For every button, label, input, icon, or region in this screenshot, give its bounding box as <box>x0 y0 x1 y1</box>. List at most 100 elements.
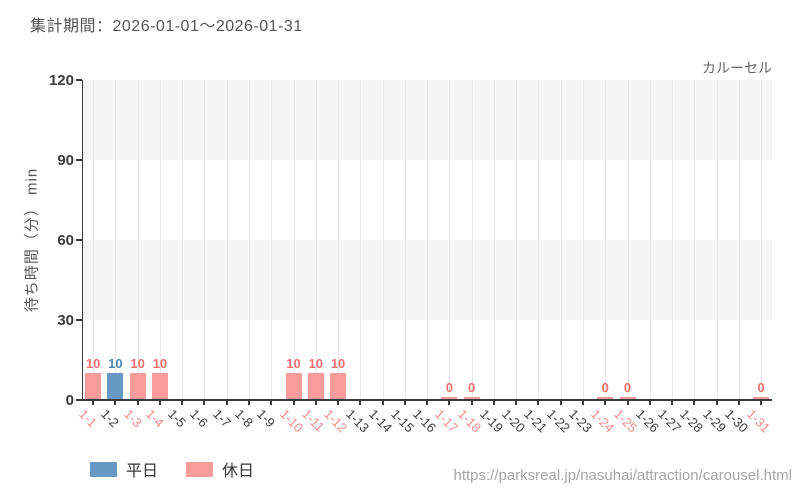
vertical-gridline <box>605 80 607 400</box>
x-tick-label: 1-26 <box>632 406 662 436</box>
holiday-bar-1-17 <box>441 397 458 400</box>
x-tick-label: 1-8 <box>232 406 256 431</box>
x-tick-label: 1-1 <box>76 406 101 431</box>
vertical-gridline <box>427 80 429 400</box>
bar-value-label: 10 <box>286 356 301 371</box>
vertical-gridline <box>137 80 139 400</box>
x-tick-mark <box>270 400 273 405</box>
day-column: 1-19 <box>477 80 506 435</box>
x-tick-mark <box>247 400 250 405</box>
day-column: 0 1-17 <box>432 80 461 435</box>
day-column: 1-7 <box>210 80 238 430</box>
holiday-bar-1-25 <box>619 397 636 400</box>
bar-value-label: 10 <box>108 356 123 371</box>
y-tick-mark <box>76 319 82 321</box>
x-tick-mark <box>92 400 95 405</box>
bar-value-label: 0 <box>757 380 765 395</box>
x-tick-label: 1-10 <box>276 406 306 436</box>
x-tick-label: 1-21 <box>521 406 551 436</box>
x-tick-mark <box>136 400 139 405</box>
x-tick-label: 1-31 <box>744 406 774 436</box>
vertical-gridline <box>93 80 95 400</box>
y-tick-label: 30 <box>57 312 74 329</box>
holiday-bar-1-18 <box>463 397 480 400</box>
x-tick-mark <box>537 400 540 405</box>
day-column: 10 1-12 <box>321 80 350 435</box>
vertical-gridline <box>471 80 473 400</box>
x-tick-label: 1-20 <box>499 406 529 436</box>
x-tick-label: 1-17 <box>432 406 462 436</box>
day-column: 10 1-3 <box>121 80 149 430</box>
legend-label-weekday: 平日 <box>126 463 159 480</box>
vertical-gridline <box>649 80 651 400</box>
x-tick-label: 1-11 <box>298 406 328 435</box>
x-tick-mark <box>381 400 384 405</box>
weekday-color-swatch <box>90 461 117 477</box>
x-tick-label: 1-27 <box>655 406 685 436</box>
x-tick-label: 1-4 <box>143 406 167 431</box>
bar-value-label: 10 <box>152 356 168 371</box>
plot-band-30-60 <box>82 240 772 320</box>
x-tick-mark <box>337 400 340 405</box>
x-tick-label: 1-23 <box>566 406 596 436</box>
holiday-bar-1-4 <box>151 373 168 400</box>
y-tick-mark <box>76 399 82 401</box>
vertical-gridline <box>582 80 584 400</box>
y-axis-spine <box>82 80 83 400</box>
x-tick-label: 1-25 <box>610 406 640 436</box>
x-tick-mark <box>292 400 295 405</box>
day-column: 1-23 <box>566 80 595 435</box>
bar-value-label: 0 <box>623 380 632 395</box>
vertical-gridline <box>538 80 540 400</box>
vertical-gridline <box>271 80 273 400</box>
vertical-gridline <box>248 80 250 400</box>
x-tick-mark <box>181 400 184 405</box>
y-tick-mark <box>76 239 82 241</box>
x-tick-mark <box>492 400 495 405</box>
x-tick-mark <box>426 400 429 405</box>
day-column: 1-14 <box>366 80 395 435</box>
x-tick-mark <box>403 400 406 405</box>
x-tick-mark <box>760 400 763 405</box>
x-tick-mark <box>693 400 696 405</box>
day-column: 1-13 <box>343 80 372 435</box>
x-tick-mark <box>559 400 562 405</box>
y-tick-label: 90 <box>57 152 74 169</box>
x-tick-label: 1-6 <box>187 406 212 431</box>
vertical-gridline <box>761 80 763 400</box>
vertical-gridline <box>404 80 406 400</box>
x-tick-label: 1-3 <box>120 406 145 431</box>
day-column: 10 1-4 <box>143 80 171 430</box>
x-tick-label: 1-7 <box>209 406 234 431</box>
y-tick-mark <box>76 159 82 161</box>
x-tick-label: 1-13 <box>343 406 373 436</box>
x-tick-mark <box>581 400 584 405</box>
plot-area: 10 1-1 10 1-2 10 1-3 10 1-4 1-5 1-6 1-7 1-8 1-9 10 1-1… <box>76 80 773 435</box>
vertical-gridline <box>182 80 184 400</box>
holiday-bar-1-24 <box>597 397 614 400</box>
plot-band-60-90 <box>82 160 772 240</box>
bar-value-label: 0 <box>445 380 453 395</box>
x-tick-mark <box>715 400 718 405</box>
y-tick-label: 120 <box>48 72 74 89</box>
bar-value-label: 10 <box>330 356 346 371</box>
x-tick-mark <box>225 400 228 405</box>
holiday-bar-1-31 <box>753 397 770 400</box>
x-tick-mark <box>114 400 117 405</box>
vertical-gridline <box>694 80 696 400</box>
vertical-gridline <box>627 80 629 400</box>
day-column: 10 1-2 <box>98 80 126 430</box>
x-tick-mark <box>448 400 451 405</box>
vertical-gridline <box>449 80 451 400</box>
x-tick-mark <box>515 400 518 405</box>
day-column: 1-28 <box>677 80 706 435</box>
x-tick-label: 1-15 <box>387 406 417 436</box>
x-tick-mark <box>359 400 362 405</box>
x-tick-mark <box>470 400 473 405</box>
day-column: 0 1-18 <box>455 80 484 435</box>
vertical-gridline <box>360 80 362 400</box>
x-tick-label: 1-28 <box>677 406 707 436</box>
day-column: 10 1-11 <box>299 80 327 435</box>
day-column: 1-21 <box>522 80 551 435</box>
x-tick-label: 1-22 <box>543 406 573 436</box>
